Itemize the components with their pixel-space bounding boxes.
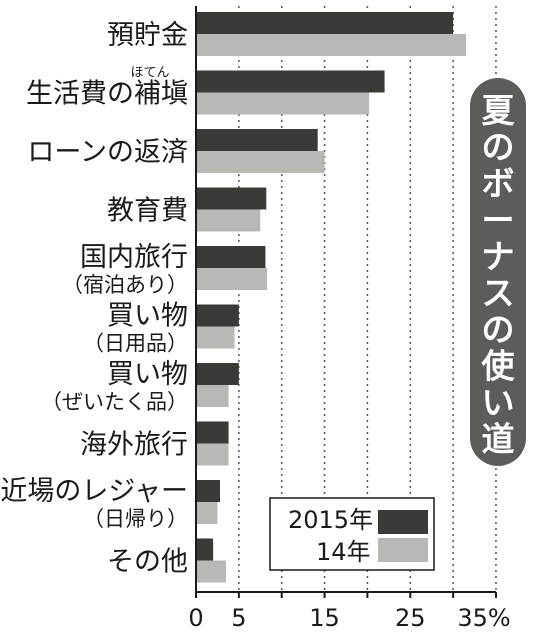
category-label-7: 海外旅行 <box>80 430 188 461</box>
title-char-1: の <box>482 128 515 167</box>
bar-5-series-0 <box>196 304 239 327</box>
bar-9-series-0 <box>196 538 214 561</box>
bar-4-series-1 <box>196 268 268 290</box>
tick-label-0: 0 <box>188 604 203 632</box>
legend-swatch-2015 <box>378 510 428 534</box>
title-char-6: の <box>482 310 515 349</box>
bar-8-series-0 <box>196 480 220 502</box>
tick-label-15: 15 <box>309 604 340 632</box>
tick-label-5: 5 <box>231 604 246 632</box>
title-char-5: ス <box>482 274 515 313</box>
bar-5-series-1 <box>196 326 235 349</box>
title-char-8: い <box>482 383 515 422</box>
title-char-2: ボ <box>482 164 515 203</box>
category-label-2: ローンの返済 <box>27 137 188 168</box>
legend-label-2015: 2015年 <box>288 506 373 534</box>
category-sublabel-4: （宿泊あり） <box>62 273 188 297</box>
title-char-7: 使 <box>482 347 516 386</box>
category-label-0: 預貯金 <box>107 20 188 51</box>
x-axis-ticks: 0 5 15 25 35% <box>188 592 511 632</box>
category-label-9: その他 <box>107 547 188 578</box>
category-label-1: 生活費の補塡 <box>26 79 188 110</box>
title-char-9: 道 <box>482 420 515 459</box>
bar-8-series-1 <box>196 502 218 524</box>
legend: 2015年 14年 <box>269 497 435 571</box>
bar-7-series-0 <box>196 421 229 444</box>
bar-4-series-0 <box>196 246 266 268</box>
category-sublabel-5: （日用品） <box>83 332 188 356</box>
legend-label-14: 14年 <box>316 538 371 566</box>
category-sublabel-6: （ぜいたく品） <box>41 390 188 414</box>
category-sublabel-8: （日帰り） <box>83 507 188 531</box>
category-label-3: 教育費 <box>107 196 188 227</box>
bar-1-series-1 <box>196 92 370 115</box>
bar-9-series-1 <box>196 560 226 583</box>
bar-7-series-1 <box>196 443 229 466</box>
bars <box>196 12 466 583</box>
title-char-3: ー <box>482 201 515 240</box>
bar-3-series-0 <box>196 187 267 210</box>
tick-label-35: 35% <box>457 604 510 632</box>
tick-label-25: 25 <box>395 604 426 632</box>
category-labels: 預貯金生活費の補塡ほてんローンの返済教育費国内旅行（宿泊あり）買い物（日用品）買… <box>0 20 188 578</box>
bar-2-series-1 <box>196 151 325 173</box>
bar-6-series-0 <box>196 363 239 385</box>
bar-0-series-1 <box>196 34 466 56</box>
category-label-6: 買い物 <box>107 359 188 390</box>
category-label-4: 国内旅行 <box>80 242 188 273</box>
title-char-0: 夏 <box>482 91 516 130</box>
bar-3-series-1 <box>196 209 261 232</box>
bar-6-series-1 <box>196 385 229 407</box>
title-char-4: ナ <box>482 237 515 276</box>
bar-0-series-0 <box>196 12 454 34</box>
bar-1-series-0 <box>196 70 385 93</box>
category-label-5: 買い物 <box>107 301 188 332</box>
category-label-8: 近場のレジャー <box>0 476 188 507</box>
bar-2-series-0 <box>196 129 318 151</box>
legend-swatch-14 <box>378 538 428 562</box>
category-ruby-1: ほてん <box>130 66 169 81</box>
